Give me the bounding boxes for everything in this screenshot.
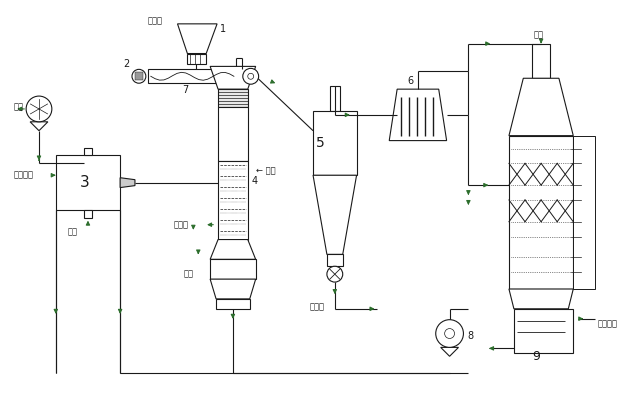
- Bar: [218, 89, 248, 107]
- Bar: [327, 254, 343, 266]
- Text: 7: 7: [182, 85, 188, 95]
- Text: 处理后水: 处理后水: [598, 319, 618, 328]
- Text: 干泥饼: 干泥饼: [310, 302, 325, 311]
- Polygon shape: [440, 347, 458, 356]
- Circle shape: [26, 96, 52, 122]
- Polygon shape: [210, 279, 256, 299]
- Text: 6: 6: [407, 76, 413, 86]
- Bar: [313, 111, 356, 175]
- Text: 1: 1: [220, 24, 226, 34]
- Bar: [330, 86, 340, 111]
- Polygon shape: [389, 89, 447, 141]
- Text: 冷凝水: 冷凝水: [174, 220, 188, 229]
- Text: ← 蒸汽: ← 蒸汽: [256, 167, 276, 176]
- Text: 螺旋阀: 螺旋阀: [148, 17, 163, 26]
- Circle shape: [243, 68, 259, 84]
- Text: 3: 3: [80, 175, 90, 190]
- Text: 空气: 空气: [13, 103, 23, 112]
- Bar: [532, 44, 550, 78]
- Bar: [573, 136, 595, 289]
- Text: 净空: 净空: [533, 30, 543, 39]
- Bar: [84, 210, 92, 218]
- Text: 燃气: 燃气: [68, 227, 78, 236]
- Polygon shape: [210, 240, 256, 259]
- Bar: [148, 69, 242, 83]
- Circle shape: [248, 73, 254, 79]
- Bar: [218, 162, 248, 240]
- Polygon shape: [120, 178, 135, 187]
- Polygon shape: [210, 66, 256, 89]
- Bar: [218, 107, 248, 162]
- Text: 9: 9: [532, 350, 540, 363]
- Polygon shape: [177, 24, 217, 53]
- Polygon shape: [509, 289, 573, 309]
- Polygon shape: [30, 122, 48, 131]
- Circle shape: [132, 69, 146, 83]
- Circle shape: [445, 329, 455, 338]
- Circle shape: [327, 266, 343, 282]
- Bar: [135, 72, 143, 80]
- Bar: [187, 53, 207, 64]
- Text: 4: 4: [252, 176, 258, 186]
- Bar: [84, 147, 92, 156]
- Bar: [56, 156, 120, 210]
- Circle shape: [436, 320, 463, 347]
- Polygon shape: [313, 175, 356, 254]
- Polygon shape: [509, 78, 573, 136]
- Bar: [216, 299, 249, 309]
- Bar: [509, 136, 573, 289]
- Bar: [514, 309, 573, 353]
- Bar: [210, 259, 256, 279]
- Text: 2: 2: [123, 59, 129, 70]
- Text: 5: 5: [316, 136, 325, 150]
- Text: 8: 8: [467, 331, 473, 340]
- Text: 锅炉: 锅炉: [183, 270, 193, 279]
- Text: 二氧化气: 二氧化气: [13, 171, 33, 180]
